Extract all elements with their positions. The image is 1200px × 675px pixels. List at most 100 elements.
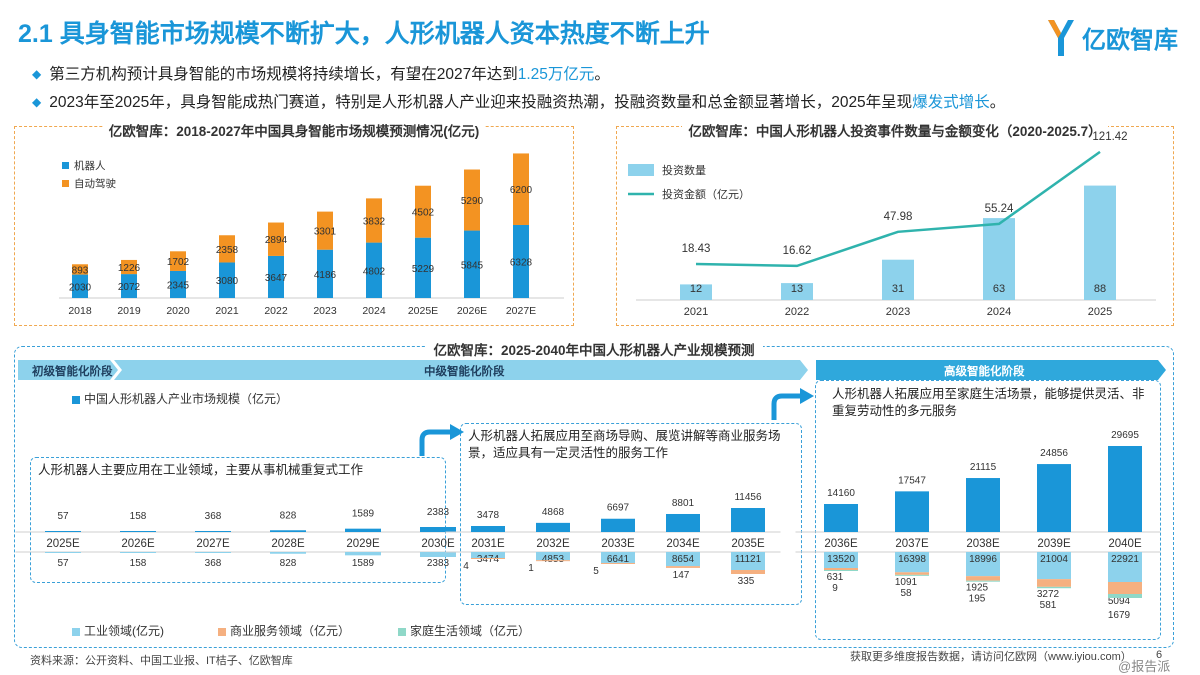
label-count: 13	[791, 283, 803, 295]
source-note: 资料来源：公开资料、中国工业报、IT桔子、亿欧智库	[30, 655, 293, 667]
bar-robot	[219, 262, 235, 298]
label-commercial: 5094	[1108, 596, 1131, 607]
label-industrial: 3474	[477, 554, 500, 565]
label-commercial: 4	[463, 561, 469, 572]
more-info-link[interactable]: 获取更多维度报告数据，请访问亿欧网（www.iyiou.com）	[850, 651, 1132, 663]
tick-label: 2026E	[121, 538, 155, 550]
chart1-title: 亿欧智库：2018-2027年中国具身智能市场规模预测情况(亿元)	[14, 120, 574, 140]
label-total: 158	[130, 511, 147, 522]
label-amount: 16.62	[783, 245, 812, 257]
bar-industrial	[1108, 552, 1142, 582]
page-title: 2.1 具身智能市场规模不断扩大，人形机器人资本热度不断上升	[18, 20, 710, 48]
label-industrial: 57	[57, 558, 69, 569]
bar-industrial	[666, 552, 700, 567]
label-total: 3478	[477, 510, 500, 521]
label-count: 88	[1094, 283, 1106, 295]
label-robot: 4186	[314, 270, 337, 281]
bar-total	[1037, 464, 1071, 532]
bullet-1-text: 第三方机构预计具身智能的市场规模将持续增长，有望在2027年达到	[49, 66, 518, 83]
bar-industrial	[195, 552, 231, 553]
label-total: 368	[205, 511, 222, 522]
label-industrial: 21004	[1040, 554, 1068, 565]
bullet-2-highlight: 爆发式增长	[912, 94, 990, 111]
label-driving: 1226	[118, 263, 141, 274]
stage-box-1-text: 人形机器人主要应用在工业领域，主要从事机械重复式工作	[38, 463, 364, 477]
bullet-1-highlight: 1.25万亿元	[517, 66, 595, 83]
label-commercial: 335	[738, 576, 755, 587]
tick-label: 2027E	[196, 538, 230, 550]
line-amount	[695, 150, 1101, 268]
tick-label: 2031E	[471, 538, 505, 550]
legend-amount: 投资金额（亿元）	[662, 187, 750, 201]
tick-label: 2034E	[666, 538, 700, 550]
tick-label: 2019	[117, 305, 141, 317]
bar-total	[731, 508, 765, 532]
label-industrial: 18996	[969, 554, 997, 565]
bar-total	[895, 491, 929, 532]
bar-total	[195, 531, 231, 532]
bar-industrial	[1037, 552, 1071, 580]
label-total: 14160	[827, 488, 855, 499]
bar-industrial	[120, 552, 156, 553]
legend-commercial: 商业服务领域（亿元）	[218, 622, 350, 639]
tick-label: 2030E	[421, 538, 455, 550]
bar-home	[1108, 594, 1142, 598]
stage-arrows	[18, 360, 1166, 380]
bar-driving	[366, 198, 382, 243]
label-robot: 6328	[510, 257, 533, 268]
label-robot: 4802	[363, 266, 386, 277]
tick-label: 2040E	[1108, 538, 1142, 550]
bar-robot	[366, 242, 382, 298]
bar-robot	[268, 255, 284, 298]
label-commercial: 3272	[1037, 589, 1060, 600]
label-count: 63	[993, 283, 1005, 295]
bar-robot	[317, 249, 333, 298]
bar-driving	[415, 185, 431, 238]
tick-label: 2024	[987, 306, 1011, 318]
tick-label: 2022	[264, 305, 288, 317]
page-number: 6	[1156, 649, 1163, 661]
label-industrial: 158	[130, 558, 147, 569]
label-driving: 6200	[510, 185, 533, 196]
tick-label: 2038E	[966, 538, 1000, 550]
legend-driving: 自动驾驶	[74, 177, 116, 190]
label-home: 9	[832, 583, 838, 594]
tick-label: 2035E	[731, 538, 765, 550]
bar-industrial	[345, 552, 381, 556]
bar-count	[781, 283, 813, 300]
bar-count	[680, 284, 712, 300]
logo: 亿欧智库	[1046, 16, 1186, 60]
label-total: 57	[57, 511, 69, 522]
bar-total	[420, 527, 456, 532]
stage-arrow-3	[816, 360, 1166, 380]
stage-box-2	[460, 423, 802, 605]
bar-robot	[464, 230, 480, 298]
bar-count	[983, 218, 1015, 300]
label-robot: 2345	[167, 280, 190, 291]
bar-total	[471, 526, 505, 532]
stage-box-3-text: 人形机器人拓展应用至家庭生活场景，能够提供灵活、非重复劳动性的多元服务	[832, 387, 1145, 418]
bar-driving	[170, 251, 186, 271]
bullet-2-end: 。	[989, 94, 1006, 111]
bar-robot	[513, 224, 529, 298]
label-industrial: 11121	[735, 554, 762, 565]
label-industrial: 16398	[898, 554, 926, 565]
bar-total	[120, 531, 156, 532]
bar-robot	[415, 237, 431, 298]
tick-label: 2039E	[1037, 538, 1071, 550]
label-total: 1589	[352, 509, 375, 520]
label-driving: 4502	[412, 208, 435, 219]
bullet-2-text: 2023年至2025年，具身智能成热门赛道，特别是人形机器人产业迎来投融资热潮，…	[49, 94, 913, 111]
diamond-icon: ◆	[32, 67, 42, 81]
tick-label: 2021	[215, 305, 239, 317]
bullet-1: ◆ 第三方机构预计具身智能的市场规模将持续增长，有望在2027年达到1.25万亿元…	[32, 62, 610, 84]
tick-label: 2024	[362, 305, 386, 317]
label-commercial: 147	[673, 570, 690, 581]
tick-label: 2027E	[506, 305, 536, 317]
stage-box-3	[815, 380, 1161, 640]
tick-label: 2025E	[46, 538, 80, 550]
tick-label: 2036E	[824, 538, 858, 550]
bar-total	[1108, 446, 1142, 532]
label-industrial: 1589	[352, 558, 375, 569]
